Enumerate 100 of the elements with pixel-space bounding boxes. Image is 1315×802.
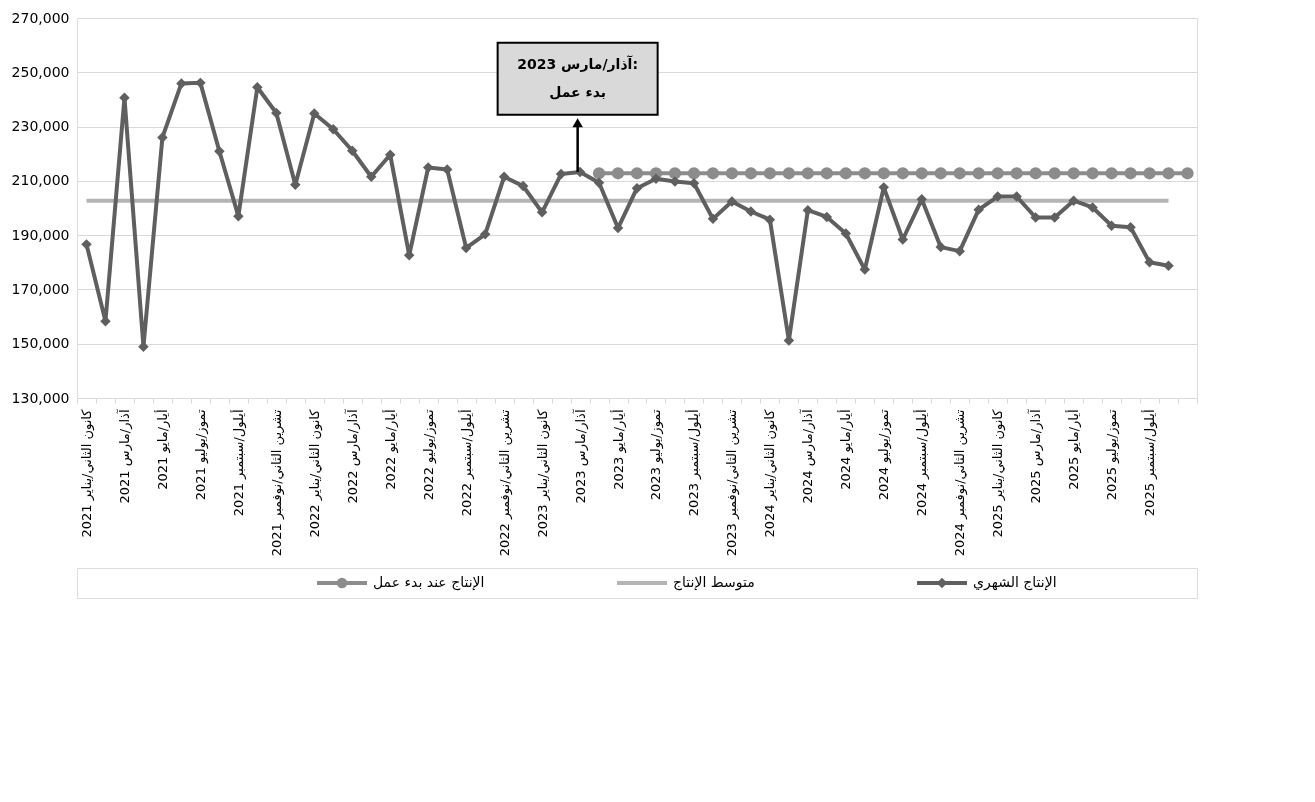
y-tick-label: 170,000: [11, 280, 70, 297]
x-tick-label: كانون الثاني/يناير 2022: [306, 408, 323, 538]
point: [764, 214, 776, 225]
point: [1162, 167, 1175, 180]
point: [1067, 167, 1080, 180]
point: [1086, 167, 1099, 180]
point: [365, 171, 377, 183]
point: [991, 167, 1004, 180]
x-tick-label: تموز/يوليو 2022: [420, 409, 437, 501]
point: [460, 242, 472, 254]
point: [973, 204, 984, 215]
y-tick-label: 130,000: [11, 389, 70, 406]
point: [1068, 195, 1079, 206]
y-tick-label: 250,000: [11, 63, 70, 80]
point: [631, 182, 643, 194]
point: [1181, 167, 1194, 180]
x-tick-label: تشرين الثاني/نوفمبر 2024: [952, 409, 969, 557]
x-tick-label: تشرين الثاني/نوفمبر 2021: [268, 409, 285, 557]
point: [1143, 167, 1156, 180]
point: [954, 245, 965, 257]
x-tick-label: تموز/يوليو 2025: [1104, 409, 1121, 501]
x-tick-label: أيار/مايو 2021: [153, 409, 171, 490]
point: [81, 239, 92, 250]
point: [687, 167, 701, 180]
point: [1030, 212, 1041, 223]
x-tick-label: آذار/مارس 2025: [1027, 408, 1045, 504]
point: [840, 228, 852, 239]
point: [479, 229, 491, 240]
x-tick-label: أيار/مايو 2025: [1065, 409, 1083, 490]
x-tick-label: أيلول/سبتمبر 2025: [1141, 409, 1159, 517]
x-tick-label: أيار/مايو 2023: [609, 409, 627, 490]
point: [498, 171, 510, 183]
point: [706, 167, 720, 180]
point: [1087, 202, 1098, 213]
point: [953, 167, 966, 180]
x-tick-label: كانون الثاني/يناير 2021: [78, 408, 95, 538]
point: [1010, 167, 1023, 180]
x-tick-label: أيار/مايو 2024: [837, 409, 855, 490]
point: [763, 167, 777, 180]
point: [1163, 260, 1174, 272]
point: [536, 207, 548, 218]
legend-label: متوسط الإنتاج: [673, 574, 755, 591]
point: [839, 167, 852, 180]
y-tick-label: 190,000: [11, 226, 70, 243]
point: [858, 167, 871, 180]
point: [1144, 257, 1155, 268]
legend-label: الإنتاج الشهري: [973, 574, 1057, 591]
x-tick-label: تشرين الثاني/نوفمبر 2023: [724, 409, 741, 557]
point: [896, 167, 909, 180]
x-tick-label: آذار/مارس 2021: [115, 408, 133, 504]
point: [821, 211, 833, 223]
x-tick-label: أيلول/سبتمبر 2023: [685, 409, 703, 517]
point: [611, 167, 625, 180]
point: [725, 167, 739, 180]
x-tick-label: كانون الثاني/يناير 2024: [762, 408, 779, 538]
y-tick-label: 230,000: [11, 118, 70, 135]
point: [992, 191, 1003, 202]
legend-label: الإنتاج عند بدء عمل: [373, 574, 485, 591]
point: [744, 167, 758, 180]
point: [1124, 167, 1137, 180]
y-tick-label: 210,000: [11, 172, 70, 189]
x-tick-label: آذار/مارس 2024: [799, 408, 817, 504]
x-tick-label: تشرين الثاني/نوفمبر 2022: [496, 409, 513, 557]
point: [726, 196, 738, 207]
point: [271, 107, 282, 119]
point: [1029, 167, 1042, 180]
x-tick-label: تموز/يوليو 2023: [648, 409, 665, 501]
point: [592, 167, 606, 180]
point: [972, 167, 985, 180]
x-tick-label: تموز/يوليو 2024: [876, 409, 893, 501]
x-tick-label: كانون الثاني/يناير 2023: [534, 408, 551, 538]
x-tick-label: أيلول/سبتمبر 2022: [457, 409, 475, 517]
x-tick-label: أيلول/سبتمبر 2024: [913, 409, 931, 517]
point: [915, 167, 928, 180]
point: [347, 145, 358, 156]
x-tick-label: تموز/يوليو 2021: [192, 409, 209, 501]
point: [802, 204, 814, 216]
x-tick-label: أيلول/سبتمبر 2021: [229, 409, 247, 517]
point: [935, 241, 946, 253]
point: [820, 167, 833, 180]
point: [517, 180, 529, 192]
y-tick-label: 150,000: [11, 335, 70, 352]
x-tick-label: أيار/مايو 2022: [381, 409, 399, 490]
point: [1105, 167, 1118, 180]
annotation: آذار/مارس 2023: بدء عمل: [517, 54, 638, 100]
point: [630, 167, 644, 180]
point: [877, 167, 890, 180]
y-tick-label: 270,000: [11, 9, 70, 26]
point: [801, 167, 814, 180]
point: [668, 167, 682, 180]
point: [934, 167, 947, 180]
point: [328, 124, 339, 135]
point: [707, 213, 719, 225]
point: [1048, 167, 1061, 180]
x-tick-label: آذار/مارس 2022: [343, 408, 361, 504]
point: [593, 177, 605, 188]
point: [782, 167, 795, 180]
point: [214, 146, 225, 157]
x-tick-label: كانون الثاني/يناير 2025: [990, 408, 1007, 538]
point: [745, 206, 757, 217]
